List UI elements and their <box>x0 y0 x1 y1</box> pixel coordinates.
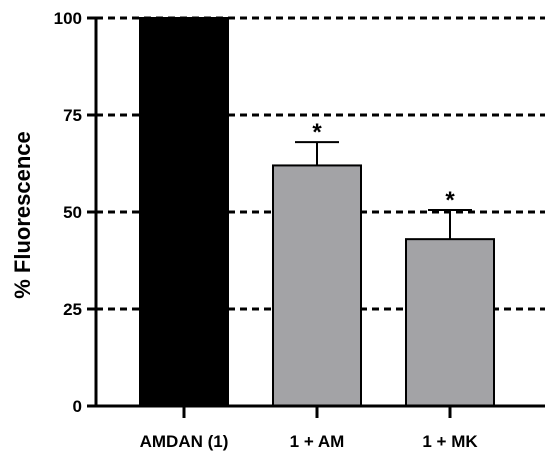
y-tick-label-0: 0 <box>73 397 82 416</box>
axes <box>87 16 545 418</box>
error-bars <box>295 141 472 240</box>
y-tick-label-25: 25 <box>63 300 82 319</box>
y-axis-title: % Fluorescence <box>10 131 35 299</box>
y-tick-label-75: 75 <box>63 106 82 125</box>
bar-3 <box>405 238 495 407</box>
x-tick-label-2: 1 + AM <box>290 432 345 451</box>
bar-1 <box>139 17 229 407</box>
bar-2 <box>272 164 362 407</box>
bars <box>139 17 495 407</box>
labels: * * 0 25 50 75 100 AMDAN (1) 1 + AM 1 + MK <box>54 9 479 451</box>
y-tick-label-100: 100 <box>54 9 82 28</box>
y-tick-label-50: 50 <box>63 203 82 222</box>
x-tick-label-1: AMDAN (1) <box>140 432 229 451</box>
significance-marker-3: * <box>445 187 455 214</box>
significance-marker-2: * <box>312 119 322 146</box>
x-tick-label-3: 1 + MK <box>422 432 478 451</box>
